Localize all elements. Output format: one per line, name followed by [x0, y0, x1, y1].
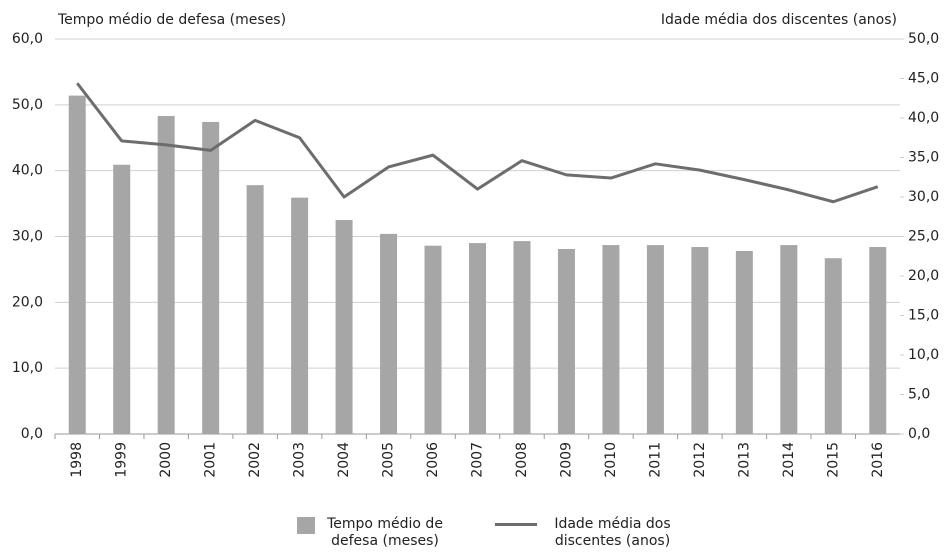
bar — [380, 233, 398, 434]
y-tick-label: 0,0 — [21, 426, 43, 442]
x-tick-label: 2000 — [158, 442, 174, 478]
x-tick-label: 1998 — [69, 442, 85, 478]
bar — [113, 164, 131, 434]
bar — [557, 249, 575, 434]
bar — [246, 185, 264, 434]
y2-tick-label: 20,0 — [908, 268, 939, 284]
line — [76, 82, 879, 204]
legend-label: Idade média dos discentes (anos) — [554, 516, 671, 549]
y2-tick-label: 40,0 — [908, 110, 939, 126]
bar — [691, 247, 709, 434]
x-tick-label: 2005 — [381, 442, 397, 478]
bar — [869, 247, 887, 434]
bar — [157, 116, 175, 435]
x-tick-label: 2012 — [692, 442, 708, 478]
x-tick-label: 2009 — [558, 442, 574, 478]
x-tick-label: 2004 — [336, 442, 352, 478]
legend-label: Tempo médio de defesa (meses) — [327, 516, 443, 549]
legend-swatch-line — [495, 523, 537, 526]
bar — [291, 197, 309, 434]
y-tick-label: 50,0 — [12, 97, 43, 113]
bar — [824, 258, 842, 434]
bar — [469, 243, 486, 434]
bar — [335, 220, 353, 434]
bar — [780, 245, 798, 434]
bar — [646, 245, 664, 434]
x-tick-label: 2011 — [647, 442, 663, 478]
x-tick-label: 2016 — [870, 442, 886, 478]
y2-tick-label: 25,0 — [908, 229, 939, 245]
x-tick-label: 2002 — [247, 442, 263, 478]
bar — [68, 95, 86, 434]
y2-tick-label: 0,0 — [908, 426, 930, 442]
x-tick-label: 2007 — [470, 442, 486, 478]
x-tick-label: 2008 — [514, 442, 530, 478]
bar — [735, 250, 753, 434]
chart: Tempo médio de defesa (meses) Idade médi… — [12, 12, 939, 478]
y-tick-label: 30,0 — [12, 229, 43, 245]
x-tick-label: 2003 — [292, 442, 308, 478]
y2-tick-label: 35,0 — [908, 150, 939, 166]
y-tick-label: 20,0 — [12, 294, 43, 310]
y2-tick-label: 15,0 — [908, 308, 939, 324]
y2-tick-label: 10,0 — [908, 347, 939, 363]
y-tick-label: 10,0 — [12, 360, 43, 376]
x-tick-label: 2010 — [603, 442, 619, 478]
y2-tick-label: 50,0 — [908, 31, 939, 47]
bar — [513, 241, 531, 434]
bar — [602, 245, 620, 434]
legend-swatch-bar — [297, 517, 315, 534]
x-tick-label: 2015 — [825, 442, 841, 478]
x-tick-label: 2001 — [203, 442, 219, 478]
x-tick-label: 2013 — [736, 442, 752, 478]
y2-axis-title: Idade média dos discentes (anos) — [661, 12, 897, 28]
y2-tick-label: 45,0 — [908, 71, 939, 87]
bar — [424, 245, 442, 434]
y2-tick-label: 30,0 — [908, 189, 939, 205]
x-tick-label: 1999 — [114, 442, 130, 478]
x-tick-label: 2006 — [425, 442, 441, 478]
x-tick-label: 2014 — [781, 442, 797, 478]
y-axis-title: Tempo médio de defesa (meses) — [57, 12, 286, 28]
bar — [202, 121, 220, 434]
y-tick-label: 60,0 — [12, 31, 43, 47]
y2-tick-label: 5,0 — [908, 387, 930, 403]
y-tick-label: 40,0 — [12, 163, 43, 179]
